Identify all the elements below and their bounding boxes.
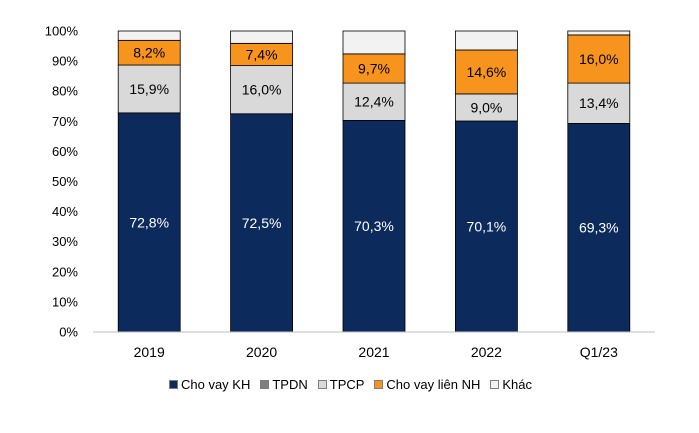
y-tick-label: 60% <box>52 144 78 159</box>
bar-segment <box>567 123 631 333</box>
legend-swatch <box>374 379 384 389</box>
bar-segment <box>117 30 181 41</box>
legend-swatch <box>317 379 327 389</box>
y-tick-label: 10% <box>52 294 78 309</box>
bar-segment <box>567 30 631 36</box>
y-tick-label: 40% <box>52 204 78 219</box>
x-tick-label: 2019 <box>134 344 165 360</box>
data-label: 9,0% <box>470 99 502 115</box>
x-axis: 2019 2020 2021 2022 Q1/23 <box>93 331 655 360</box>
y-tick-label: 0% <box>59 325 78 340</box>
data-label: 15,9% <box>129 81 169 97</box>
x-tick-label: 2021 <box>358 344 389 360</box>
bar-segment <box>454 49 518 95</box>
data-label: 8,2% <box>133 45 165 61</box>
x-tick-label: 2020 <box>246 344 277 360</box>
data-label: 72,8% <box>129 214 169 230</box>
legend-label: Khác <box>502 376 532 392</box>
legend-swatch <box>168 379 178 389</box>
legend-label: Cho vay liên NH <box>386 376 481 392</box>
y-tick-label: 90% <box>52 54 78 69</box>
data-label: 9,7% <box>358 60 390 76</box>
legend-item: TPDN <box>260 376 308 392</box>
y-tick-label: 20% <box>52 264 78 279</box>
legend-item: Cho vay KH <box>168 376 251 392</box>
y-axis: 0% 10% 20% 30% 40% 50% 60% 70% 80% 90% 100% <box>45 24 79 340</box>
data-label: 72,5% <box>242 215 282 231</box>
y-tick-label: 100% <box>45 24 79 39</box>
data-label: 7,4% <box>246 46 278 62</box>
data-label: 69,3% <box>579 220 619 236</box>
bar-segment <box>342 30 406 55</box>
legend-swatch <box>260 379 270 389</box>
bar-segment <box>117 112 181 333</box>
y-tick-label: 70% <box>52 114 78 129</box>
bar-segment <box>230 30 294 44</box>
y-tick-label: 30% <box>52 234 78 249</box>
data-label: 12,4% <box>354 94 394 110</box>
legend-label: TPDN <box>272 376 308 392</box>
data-label: 14,6% <box>467 64 507 80</box>
bar-segment <box>342 82 406 121</box>
bar-segment <box>230 113 294 333</box>
bar-segment <box>342 53 406 84</box>
bar-segment <box>454 120 518 333</box>
legend-swatch <box>490 379 500 389</box>
data-label: 16,0% <box>242 82 282 98</box>
data-label: 70,1% <box>467 218 507 234</box>
data-label: 13,4% <box>579 95 619 111</box>
bar-segment <box>342 119 406 333</box>
bar-segment <box>454 93 518 122</box>
legend-item: Khác <box>490 376 532 392</box>
bar-segment <box>567 34 631 84</box>
y-tick-label: 50% <box>52 174 78 189</box>
x-tick-label: Q1/23 <box>580 344 618 360</box>
bars <box>117 30 631 333</box>
bar-segment <box>454 30 518 51</box>
data-label: 70,3% <box>354 218 394 234</box>
legend-item: Cho vay liên NH <box>374 376 480 392</box>
bar-segment <box>117 64 181 114</box>
legend-label: TPCP <box>329 376 365 392</box>
legend-label: Cho vay KH <box>180 376 251 392</box>
bar-labels: 72,8% 15,9% 8,2% 72,5% 16,0% 7,4% 70,3% 12,4% 9,… <box>129 45 618 236</box>
data-label: 16,0% <box>579 51 619 67</box>
legend-item: TPCP <box>317 376 365 392</box>
x-tick-label: 2022 <box>471 344 502 360</box>
y-tick-label: 80% <box>52 84 78 99</box>
legend: Cho vay KH TPDN TPCP Cho vay liên NH Khác <box>0 375 699 392</box>
bar-segment <box>567 82 631 124</box>
